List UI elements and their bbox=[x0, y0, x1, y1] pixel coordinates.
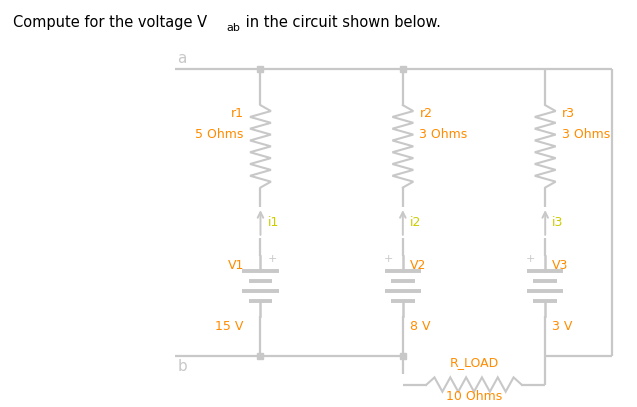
Text: 5 Ohms: 5 Ohms bbox=[196, 129, 244, 142]
Text: +: + bbox=[268, 254, 277, 264]
Text: 10 Ohms: 10 Ohms bbox=[446, 390, 502, 403]
Text: a: a bbox=[178, 51, 187, 66]
Text: Compute for the voltage V: Compute for the voltage V bbox=[13, 15, 207, 30]
Text: V1: V1 bbox=[227, 259, 244, 272]
Text: i3: i3 bbox=[552, 216, 564, 229]
Text: in the circuit shown below.: in the circuit shown below. bbox=[241, 15, 441, 30]
Text: 3 Ohms: 3 Ohms bbox=[419, 129, 468, 142]
Text: r3: r3 bbox=[562, 107, 575, 120]
Text: i2: i2 bbox=[410, 216, 421, 229]
Text: R_LOAD: R_LOAD bbox=[449, 357, 499, 370]
Text: V3: V3 bbox=[552, 259, 569, 272]
Text: b: b bbox=[178, 359, 187, 374]
Text: +: + bbox=[526, 254, 536, 264]
Text: 8 V: 8 V bbox=[410, 320, 431, 333]
Text: r2: r2 bbox=[419, 107, 433, 120]
Text: 3 Ohms: 3 Ohms bbox=[562, 129, 610, 142]
Text: ab: ab bbox=[226, 24, 240, 33]
Text: 3 V: 3 V bbox=[552, 320, 573, 333]
Text: +: + bbox=[384, 254, 393, 264]
Text: r1: r1 bbox=[231, 107, 244, 120]
Text: 15 V: 15 V bbox=[215, 320, 244, 333]
Text: V2: V2 bbox=[410, 259, 426, 272]
Text: i1: i1 bbox=[268, 216, 279, 229]
